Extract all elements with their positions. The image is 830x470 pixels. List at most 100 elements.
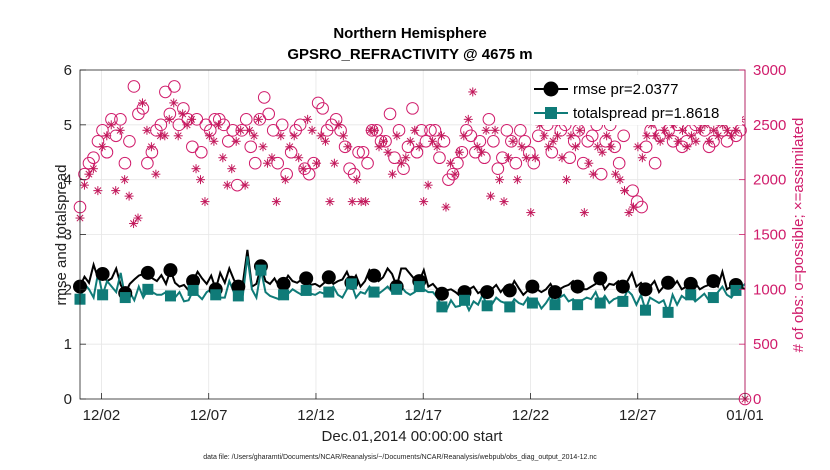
obs-assimilated-marker (722, 125, 732, 135)
rmse-marker (683, 276, 698, 291)
totalspread-marker (391, 283, 403, 295)
rmse-marker (367, 268, 382, 283)
obs-assimilated-marker (570, 142, 580, 152)
obs-possible-marker (123, 134, 136, 148)
obs-assimilated-marker (619, 186, 629, 196)
y-tick-label: 4 (64, 172, 72, 189)
obs-assimilated-marker (660, 125, 670, 135)
rmse-marker (548, 285, 562, 300)
rmse-marker (661, 275, 676, 290)
obs-assimilated-marker (258, 142, 268, 152)
obs-possible-marker (154, 118, 168, 132)
obs-assimilated-marker (530, 153, 540, 163)
obs-assimilated-marker (561, 175, 571, 185)
obs-assimilated-marker (392, 131, 402, 141)
obs-possible-marker (388, 151, 401, 165)
chart-subtitle: GPSRO_REFRACTIVITY @ 4675 m (287, 46, 532, 63)
obs-assimilated-marker (142, 125, 152, 135)
totalspread-marker (436, 301, 448, 313)
totalspread-marker (707, 292, 719, 304)
obs-assimilated-marker (111, 186, 121, 196)
obs-assimilated-marker (316, 131, 326, 141)
rmse-marker (321, 270, 336, 285)
obs-assimilated-marker (678, 125, 688, 135)
obs-assimilated-marker (236, 125, 246, 135)
obs-possible-marker (118, 156, 132, 170)
obs-assimilated-marker (584, 158, 594, 168)
totalspread-marker (594, 297, 606, 309)
x-tick-label: 12/22 (512, 407, 550, 424)
rmse-marker (434, 286, 449, 301)
obs-assimilated-marker (338, 131, 348, 141)
rmse-marker (231, 279, 246, 294)
obs-assimilated-marker (245, 125, 255, 135)
obs-assimilated-marker (97, 142, 107, 152)
y-right-tick-label: 2500 (753, 117, 786, 134)
legend-rmse-marker (543, 81, 559, 97)
obs-assimilated-marker (124, 191, 134, 201)
obs-assimilated-marker (133, 213, 143, 223)
totalspread-marker (639, 304, 651, 316)
obs-possible-marker (262, 107, 276, 121)
obs-assimilated-marker (200, 197, 210, 207)
obs-possible-marker (266, 124, 280, 137)
obs-assimilated-marker (285, 142, 295, 152)
obs-assimilated-marker (414, 142, 424, 152)
obs-assimilated-marker (187, 114, 197, 124)
y-right-tick-label: 2000 (753, 172, 786, 189)
obs-assimilated-marker (423, 180, 433, 190)
rmse-marker (525, 279, 540, 294)
x-tick-label: 12/07 (190, 407, 228, 424)
totalspread-marker (459, 294, 471, 306)
obs-assimilated-marker (227, 164, 237, 174)
obs-assimilated-marker (575, 125, 585, 135)
obs-possible-marker (248, 156, 262, 170)
obs-possible-marker (257, 91, 271, 104)
obs-assimilated-marker (267, 153, 277, 163)
obs-assimilated-marker (378, 136, 388, 146)
obs-assimilated-marker (160, 131, 170, 141)
obs-assimilated-marker (79, 180, 89, 190)
obs-assimilated-marker (633, 142, 643, 152)
obs-assimilated-marker (276, 131, 286, 141)
obs-assimilated-marker (686, 131, 696, 141)
totalspread-marker (526, 297, 538, 309)
y-tick-label: 0 (64, 391, 72, 408)
obs-assimilated-marker (88, 164, 98, 174)
obs-assimilated-marker (557, 153, 567, 163)
obs-assimilated-marker (477, 147, 487, 157)
obs-assimilated-marker (490, 125, 500, 135)
obs-possible-marker (141, 156, 154, 170)
obs-assimilated-marker (146, 142, 156, 152)
y-axis-label: rmse and totalspread (53, 165, 70, 306)
obs-assimilated-marker (459, 131, 469, 141)
obs-assimilated-marker (115, 125, 125, 135)
y-right-tick-label: 0 (753, 391, 761, 408)
obs-assimilated-marker (437, 131, 447, 141)
obs-possible-marker (239, 113, 253, 126)
legend: rmse pr=2.0377 totalspread pr=1.8618 (532, 75, 742, 125)
obs-assimilated-marker (320, 136, 330, 146)
obs-assimilated-marker (262, 158, 272, 168)
totalspread-marker (97, 289, 109, 301)
obs-possible-marker (195, 145, 208, 159)
obs-assimilated-marker (352, 175, 362, 185)
rmse-marker (163, 263, 178, 278)
obs-assimilated-marker (347, 197, 357, 207)
obs-assimilated-marker (566, 131, 576, 141)
obs-possible-marker (159, 85, 172, 99)
obs-assimilated-marker (544, 142, 554, 152)
totalspread-marker (119, 292, 131, 304)
obs-assimilated-marker (642, 131, 652, 141)
totalspread-marker (278, 289, 290, 301)
obs-possible-marker (482, 113, 496, 126)
obs-assimilated-marker (727, 131, 737, 141)
obs-assimilated-marker (445, 158, 455, 168)
obs-assimilated-marker (312, 158, 322, 168)
obs-possible-marker (275, 118, 289, 132)
obs-possible-marker (487, 134, 500, 148)
obs-assimilated-marker (454, 147, 464, 157)
totalspread-marker (255, 264, 267, 276)
obs-assimilated-marker (463, 114, 473, 124)
rmse-marker (502, 283, 517, 298)
